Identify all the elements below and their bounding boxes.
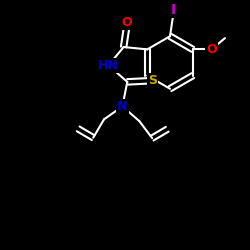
Text: HN: HN: [98, 59, 119, 72]
Text: S: S: [148, 74, 157, 87]
Text: O: O: [206, 43, 217, 56]
Text: I: I: [170, 3, 176, 17]
Text: O: O: [122, 16, 132, 29]
Text: N: N: [117, 100, 128, 113]
